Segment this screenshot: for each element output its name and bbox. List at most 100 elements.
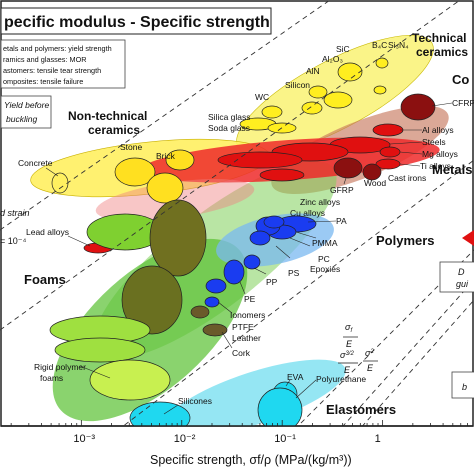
guide-line-3 (122, 159, 474, 426)
legend-note-line-2: ramics and glasses: MOR (3, 55, 87, 64)
material-label-al-alloys: Al alloys (422, 125, 454, 135)
material-label-cork: Cork (232, 348, 251, 358)
material-label-steels: Steels (422, 137, 446, 147)
family-labels: Technical ceramics Non-technical ceramic… (24, 31, 472, 417)
bubble-brick (146, 172, 184, 204)
bubble-sic (337, 62, 363, 82)
bubble-al-alloys (372, 123, 404, 137)
bubble-polyurethane (257, 387, 303, 426)
leader-cfrp (431, 102, 453, 107)
x-ticks: 10⁻³ 10⁻² 10⁻¹ 1 (10, 420, 468, 445)
annotation-yield-1: Yield before (4, 100, 49, 110)
material-label-cfrp: CFRP (452, 98, 474, 108)
annotation-guide-2: gui (456, 279, 469, 289)
material-label-lead-alloys: Lead alloys (26, 227, 69, 237)
bubble-cu-alloys (217, 151, 303, 169)
material-label-pa: PA (336, 216, 347, 226)
material-label-aln: AlN (306, 66, 320, 76)
material-label-ptfe: PTFE (232, 322, 254, 332)
material-label-al-o: Al₂O₃ (322, 54, 343, 64)
annotation-strain-value: = 10⁻⁴ (0, 236, 27, 246)
material-label-stone: Stone (120, 142, 142, 152)
material-label-rigid-polymer-foams-2: foams (40, 373, 63, 383)
family-label-elastomers: Elastomers (326, 402, 396, 417)
family-label-technical-ceramics-1: Technical (412, 31, 466, 45)
leader-pa (307, 220, 337, 223)
bubble-leather (190, 305, 210, 319)
leader-lines (45, 102, 453, 415)
guide-arrow (462, 230, 474, 246)
bubble-b4c (375, 57, 389, 69)
bubble-aln (308, 85, 328, 99)
leader-pmma (295, 231, 317, 239)
bubble-pe (223, 259, 245, 285)
material-label-zinc-alloys: Zinc alloys (300, 197, 340, 207)
leader-eva (285, 379, 291, 387)
x-tick-label: 10⁻³ (73, 433, 95, 445)
bubble-pp (243, 254, 261, 270)
guide-line-2 (0, 0, 331, 231)
bubble-stone (114, 157, 156, 187)
material-label-silicones: Silicones (178, 396, 212, 406)
chart-title: pecific modulus - Specific strength (4, 14, 270, 31)
x-axis-label: Specific strength, σf/ρ (MPa/(kg/m³)) (150, 453, 352, 467)
leader-mg (399, 151, 423, 155)
b-note-box (451, 371, 474, 399)
annotation-strain: d strain (0, 208, 30, 218)
leader-pe (239, 281, 246, 295)
leader-lead-alloys (67, 235, 91, 247)
leader-concrete (45, 167, 59, 177)
material-label-mg-alloys: Mg alloys (422, 149, 458, 159)
leader-gfrp (343, 177, 347, 185)
leader-epoxies (289, 237, 311, 247)
material-label-wood: Wood (364, 178, 386, 188)
material-label-pc: PC (318, 254, 330, 264)
guide-line-4 (297, 249, 474, 426)
yield-note-box (0, 95, 52, 129)
bubble-gfrp (333, 157, 363, 179)
leader-ps (275, 245, 291, 259)
material-label-soda-glass: Soda glass (208, 123, 250, 133)
guide-line-1 (0, 0, 461, 331)
bubble-foam-olive-2 (121, 265, 183, 335)
bubble-ionomers (205, 278, 227, 294)
bubble-rigid-polymer-foams (89, 359, 171, 401)
material-label-ti-alloys: Ti alloys (420, 161, 451, 171)
x-tick-label: 1 (375, 433, 381, 445)
leader-ptfe (217, 301, 233, 314)
bubble-concrete (51, 172, 69, 194)
material-label-ionomers: Ionomers (230, 310, 265, 320)
guide-label-1: σf (345, 322, 353, 334)
guide-label-1-den: E (346, 339, 353, 349)
guide-label-2-den: E (344, 365, 351, 375)
material-label-sic: SiC (336, 44, 350, 54)
bubble-ptfe (204, 296, 220, 308)
material-label-pe: PE (244, 294, 256, 304)
leader-cork (221, 331, 233, 349)
family-label-non-technical-ceramics-2: ceramics (88, 123, 140, 137)
material-label-brick: Brick (156, 151, 176, 161)
material-label-silicon: Silicon (285, 80, 310, 90)
material-label-silica-glass: Silica glass (208, 112, 251, 122)
bubble-wc (261, 105, 283, 119)
material-label-gfrp: GFRP (330, 185, 354, 195)
bubbles-layer (49, 57, 436, 426)
bubble-wood (362, 163, 382, 181)
annotation-guide-1: D (458, 267, 465, 277)
bubble-silicon (301, 101, 323, 115)
guide-label-2: σ3/2 (340, 350, 354, 360)
title-box (0, 7, 272, 35)
leader-rigid-foams (79, 365, 111, 379)
legend-note-line-1: etals and polymers: yield strength (3, 44, 112, 53)
leader-pp (253, 267, 267, 275)
elastomers-envelope (164, 359, 346, 426)
bubble-cfrp (400, 93, 436, 121)
leader-steels (389, 141, 423, 145)
x-tick-label: 10⁻¹ (274, 433, 296, 445)
material-label-epoxies: Epoxies (310, 264, 340, 274)
family-label-composites: Co (452, 72, 469, 87)
guide-label-3: σ2 (365, 348, 374, 358)
